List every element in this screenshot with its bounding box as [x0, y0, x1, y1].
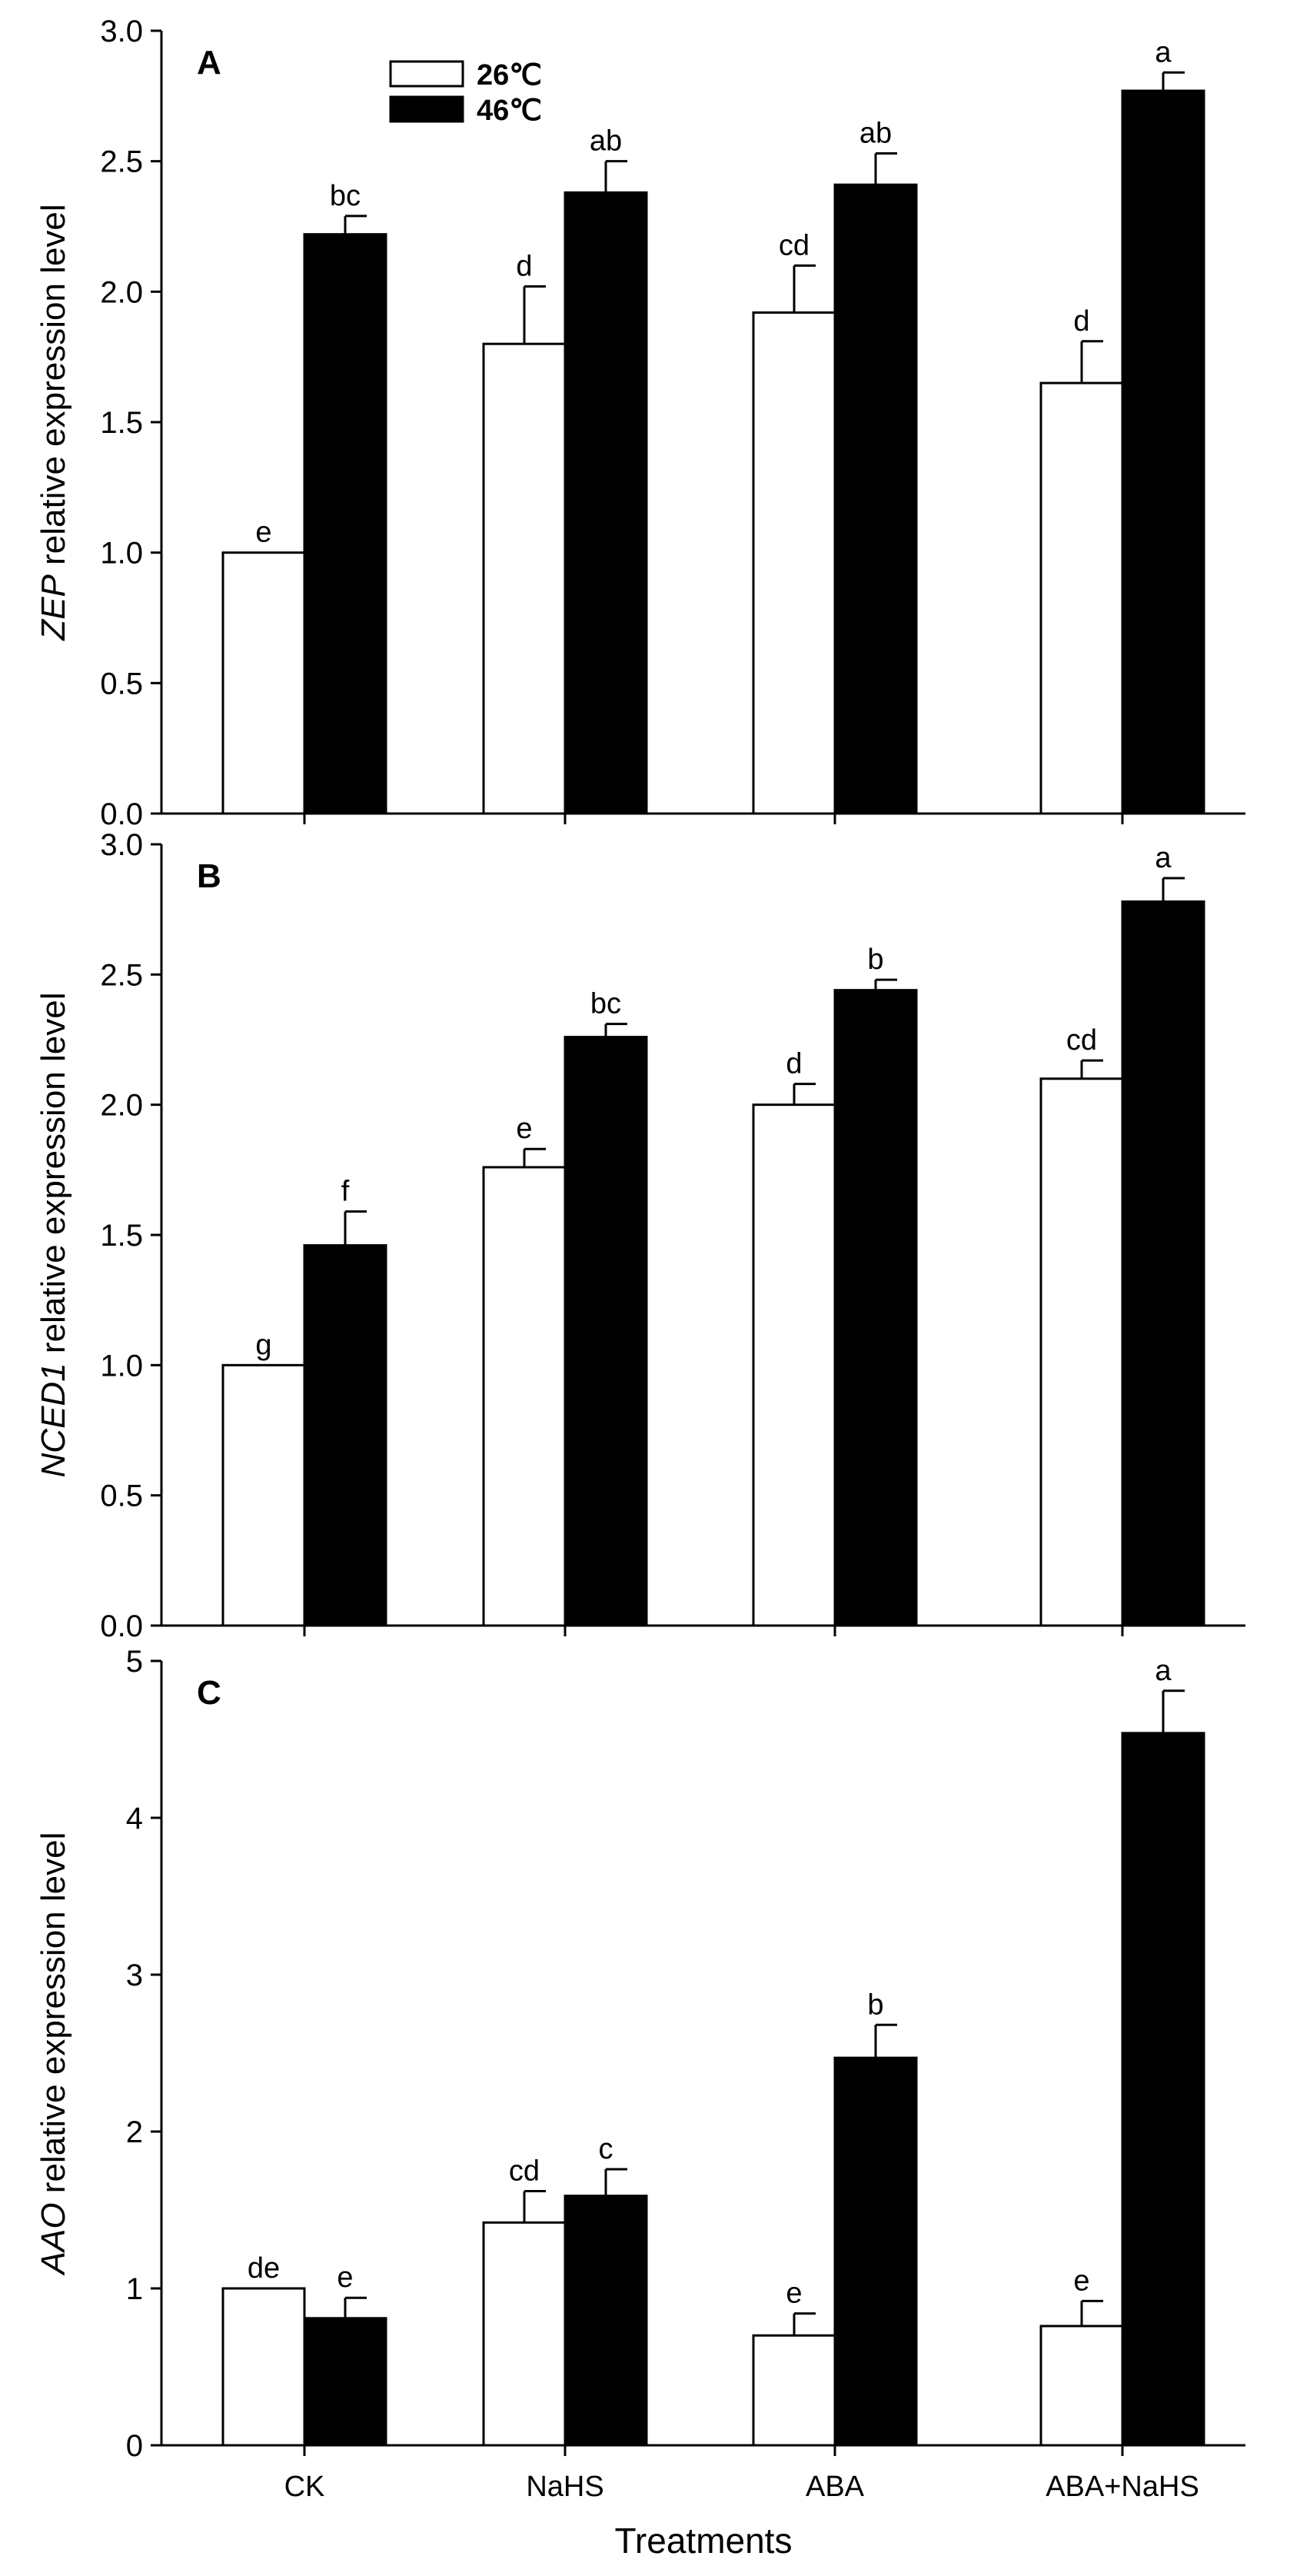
y-tick-label: 1.5 — [100, 1219, 143, 1253]
bar-c-26c-aba — [752, 2334, 836, 2447]
y-tick-label: 0.5 — [100, 1479, 143, 1513]
y-tick-label: 2 — [126, 2115, 143, 2149]
y-tick-label: 1 — [126, 2272, 143, 2306]
bar-b-46c-aba-nahs — [1121, 900, 1205, 1627]
x-tick-label: ABA — [806, 2471, 865, 2503]
significance-label: e — [255, 517, 271, 549]
significance-label: de — [248, 2252, 280, 2285]
y-tick-label: 3.0 — [100, 15, 143, 48]
y-axis-label-gene: AAO — [35, 2202, 72, 2276]
y-tick-label: 5 — [126, 1645, 143, 1679]
bar-a-26c-ck — [221, 551, 306, 815]
panel-letter: C — [197, 1674, 221, 1712]
significance-label: e — [337, 2261, 353, 2294]
legend: 26℃46℃ — [389, 59, 542, 127]
bar-b-26c-aba — [752, 1103, 836, 1627]
bar-c-26c-aba-nahs — [1039, 2325, 1124, 2447]
panel-letter: A — [197, 44, 221, 82]
x-tick-label: CK — [284, 2471, 325, 2503]
bar-a-46c-aba — [833, 183, 918, 815]
bar-a-46c-aba-nahs — [1121, 89, 1205, 815]
bar-a-26c-aba — [752, 311, 836, 815]
y-tick-label: 4 — [126, 1802, 143, 1835]
significance-label: cd — [779, 229, 810, 261]
significance-label: cd — [509, 2155, 540, 2188]
y-tick-label: 0.5 — [100, 667, 143, 701]
bar-b-26c-aba-nahs — [1039, 1077, 1124, 1627]
y-axis-label-text: relative expression level — [35, 993, 72, 1363]
y-tick-label: 0.0 — [100, 797, 143, 831]
significance-label: g — [255, 1329, 271, 1361]
y-tick-label: 1.5 — [100, 406, 143, 440]
significance-label: ab — [859, 117, 892, 149]
bar-b-26c-ck — [221, 1363, 306, 1627]
bar-c-46c-aba-nahs — [1121, 1732, 1205, 2447]
y-tick-label: 1.0 — [100, 1349, 143, 1383]
bar-a-46c-nahs — [564, 191, 648, 815]
legend-swatch-26c — [389, 60, 464, 88]
y-tick-label: 2.0 — [100, 1089, 143, 1123]
y-tick-label: 2.5 — [100, 958, 143, 992]
bar-b-46c-nahs — [564, 1036, 648, 1627]
bar-c-46c-ck — [303, 2317, 387, 2447]
panel-c: 0 1 2 3 4 5 C AAO relative expression level de cd… — [35, 1645, 1245, 2503]
significance-label: bc — [590, 988, 621, 1020]
y-tick-label: 3.0 — [100, 828, 143, 862]
x-tick-label: ABA+NaHS — [1046, 2471, 1199, 2503]
x-tick-label: NaHS — [526, 2471, 603, 2503]
bar-a-26c-aba-nahs — [1039, 381, 1124, 815]
y-tick-label: 2.0 — [100, 275, 143, 309]
significance-label: d — [1073, 305, 1089, 338]
significance-label: a — [1155, 842, 1172, 874]
panel-a: 0.0 0.5 1.0 1.5 2.0 2.5 3.0 A ZEP relative expre… — [35, 15, 1245, 831]
significance-label: bc — [330, 180, 361, 212]
significance-label: f — [341, 1176, 350, 1208]
y-axis-label-gene: ZEP — [35, 574, 72, 641]
significance-label: cd — [1066, 1024, 1097, 1057]
y-tick-label: 0.0 — [100, 1609, 143, 1643]
bar-a-26c-nahs — [482, 342, 567, 815]
y-tick-label: 1.0 — [100, 537, 143, 571]
y-axis-label: NCED1 relative expression level — [35, 993, 72, 1478]
significance-label: d — [786, 1048, 802, 1080]
significance-label: e — [516, 1113, 532, 1145]
significance-label: ab — [590, 125, 622, 158]
y-tick-label: 3 — [126, 1959, 143, 1992]
y-axis-label-gene: NCED1 — [35, 1363, 72, 1477]
legend-label: 26℃ — [477, 59, 542, 92]
significance-label: b — [867, 1989, 883, 2021]
bar-c-46c-nahs — [564, 2195, 648, 2447]
y-axis-label-text: relative expression level — [35, 204, 72, 574]
y-axis-label-text: relative expression level — [35, 1832, 72, 2203]
panel-letter: B — [197, 857, 221, 895]
significance-label: d — [516, 251, 532, 283]
panel-b: 0.0 0.5 1.0 1.5 2.0 2.5 3.0 B NCED1 relative exp… — [35, 828, 1245, 1643]
significance-label: e — [786, 2278, 802, 2310]
bar-a-46c-ck — [303, 233, 387, 815]
x-axis-title: Treatments — [615, 2521, 793, 2561]
significance-label: e — [1073, 2265, 1089, 2297]
bar-c-46c-aba — [833, 2056, 918, 2447]
significance-label: b — [867, 944, 883, 976]
significance-label: a — [1155, 1655, 1172, 1687]
bar-b-46c-aba — [833, 989, 918, 1627]
bar-b-46c-ck — [303, 1244, 387, 1627]
legend-label: 46℃ — [477, 95, 542, 127]
y-tick-label: 0 — [126, 2429, 143, 2463]
y-axis-label: ZEP relative expression level — [35, 204, 72, 641]
legend-swatch-46c — [389, 95, 464, 123]
y-tick-label: 2.5 — [100, 145, 143, 179]
bar-c-26c-ck — [221, 2287, 306, 2447]
y-axis-label: AAO relative expression level — [35, 1832, 72, 2277]
bar-b-26c-nahs — [482, 1166, 567, 1627]
significance-label: a — [1155, 36, 1172, 68]
significance-label: c — [599, 2133, 613, 2165]
bar-c-26c-nahs — [482, 2221, 567, 2447]
